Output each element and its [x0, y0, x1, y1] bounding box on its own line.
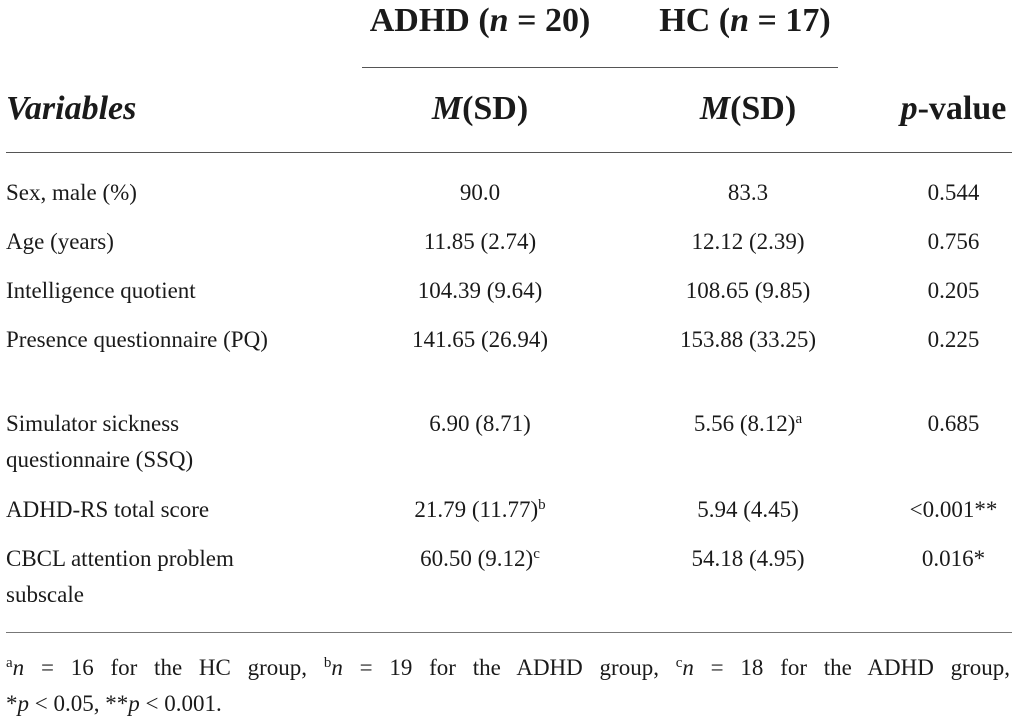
p-value: 0.205 — [927, 278, 980, 303]
footer-rule — [6, 632, 1012, 633]
hc-value: 153.88 (33.25) — [679, 327, 817, 352]
hc-value: 83.3 — [727, 180, 769, 205]
hc-value: 5.94 (4.45) — [697, 497, 799, 522]
variable-label: CBCL attention problem subscale — [6, 546, 234, 607]
table-footnote-significance: *p < 0.05, **p < 0.001. — [6, 691, 222, 716]
variable-label: Presence questionnaire (PQ) — [6, 327, 268, 352]
group-header-hc: HC (n = 17) — [659, 2, 831, 39]
p-value: 0.544 — [927, 180, 980, 205]
hc-value: 108.65 (9.85) — [685, 278, 811, 303]
adhd-value: 141.65 (26.94) — [411, 327, 549, 352]
table-footnote: an = 16 for the HC group, bn = 19 for th… — [6, 655, 1011, 680]
group-header-rule — [362, 67, 838, 68]
column-header-adhd-msd: M(SD) — [431, 90, 529, 127]
variable-label: ADHD-RS total score — [6, 497, 210, 522]
variable-label: Simulator sickness questionnaire (SSQ) — [6, 411, 194, 472]
p-value: 0.016* — [921, 546, 986, 571]
hc-value: 5.56 (8.12)a — [693, 411, 803, 436]
header-rule — [6, 152, 1012, 153]
column-header-p-value: p-value — [900, 90, 1007, 127]
adhd-value: 104.39 (9.64) — [417, 278, 543, 303]
variable-label: Intelligence quotient — [6, 278, 196, 303]
adhd-value: 90.0 — [459, 180, 501, 205]
group-header-adhd: ADHD (n = 20) — [369, 2, 591, 39]
variable-label: Sex, male (%) — [6, 180, 137, 205]
p-value: 0.225 — [927, 327, 980, 352]
variable-label: Age (years) — [6, 229, 114, 254]
p-value: 0.685 — [927, 411, 980, 436]
adhd-value: 6.90 (8.71) — [429, 411, 531, 436]
adhd-value: 21.79 (11.77)b — [414, 497, 546, 522]
column-header-variables: Variables — [6, 90, 137, 127]
hc-value: 12.12 (2.39) — [691, 229, 805, 254]
column-header-hc-msd: M(SD) — [699, 90, 797, 127]
adhd-value: 11.85 (2.74) — [423, 229, 537, 254]
p-value: <0.001** — [909, 497, 998, 522]
hc-value: 54.18 (4.95) — [691, 546, 805, 571]
p-value: 0.756 — [927, 229, 980, 254]
adhd-value: 60.50 (9.12)c — [420, 546, 540, 571]
